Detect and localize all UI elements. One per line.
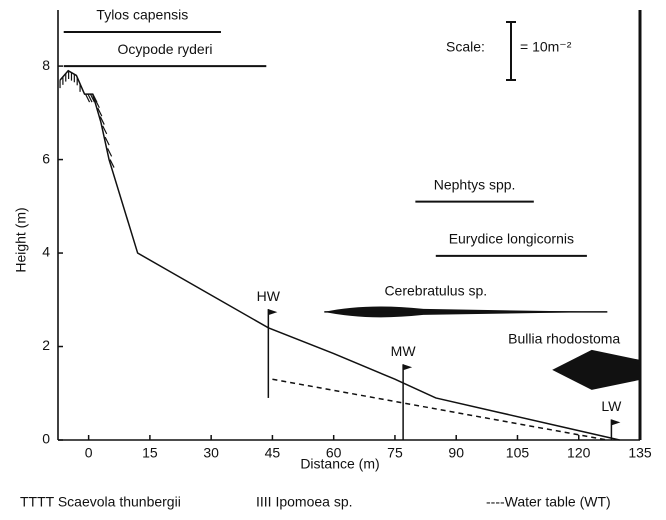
marker-flag (403, 364, 413, 371)
zone-label: Eurydice longicornis (449, 231, 574, 247)
marker-flag (268, 309, 278, 316)
series-line (272, 378, 608, 441)
marker-label: LW (601, 398, 622, 414)
legend-vegetation: IIII Ipomoea sp. (256, 494, 353, 510)
y-tick-label: 8 (42, 57, 50, 73)
vegetation-hatch (109, 159, 115, 168)
x-tick-label: 45 (265, 445, 281, 461)
zone-label: Tylos capensis (96, 7, 188, 23)
series-line (59, 69, 620, 441)
y-tick-label: 4 (42, 244, 50, 260)
vegetation-hatch (102, 125, 108, 135)
vegetation-hatch (94, 99, 100, 109)
scale-value: = 10m⁻² (520, 39, 572, 55)
marker-label: MW (391, 343, 417, 359)
x-tick-label: 105 (506, 445, 530, 461)
vegetation-hatch (107, 148, 113, 157)
zone-spindle (552, 349, 640, 390)
y-tick-label: 2 (42, 337, 50, 353)
vegetation-hatch (85, 93, 91, 103)
x-tick-label: 30 (203, 445, 219, 461)
y-tick-label: 0 (42, 431, 50, 447)
x-tick-label: 60 (326, 445, 342, 461)
legend-water-table: ----Water table (WT) (486, 494, 611, 510)
y-axis-label: Height (m) (13, 207, 29, 272)
zone-label: Nephtys spp. (434, 176, 516, 192)
vegetation-hatch (89, 93, 95, 103)
x-axis-label: Distance (m) (300, 456, 379, 472)
vegetation-hatch (87, 93, 93, 103)
legend-vegetation: TTTT Scaevola thunbergii (20, 494, 181, 510)
y-tick-label: 6 (42, 150, 50, 166)
zone-label: Bullia rhodostoma (508, 331, 620, 347)
zone-label: Ocypode ryderi (118, 41, 213, 57)
marker-flag (611, 419, 621, 426)
x-tick-label: 120 (567, 445, 591, 461)
x-tick-label: 0 (85, 445, 93, 461)
x-tick-label: 90 (448, 445, 464, 461)
marker-label: HW (257, 288, 281, 304)
scale-label: Scale: (446, 39, 485, 55)
x-tick-label: 135 (628, 445, 652, 461)
vegetation-hatch (99, 116, 105, 125)
x-tick-label: 15 (142, 445, 158, 461)
vegetation-hatch (97, 107, 103, 117)
x-tick-label: 75 (387, 445, 403, 461)
vegetation-hatch (104, 136, 110, 146)
zone-label: Cerebratulus sp. (384, 283, 487, 299)
